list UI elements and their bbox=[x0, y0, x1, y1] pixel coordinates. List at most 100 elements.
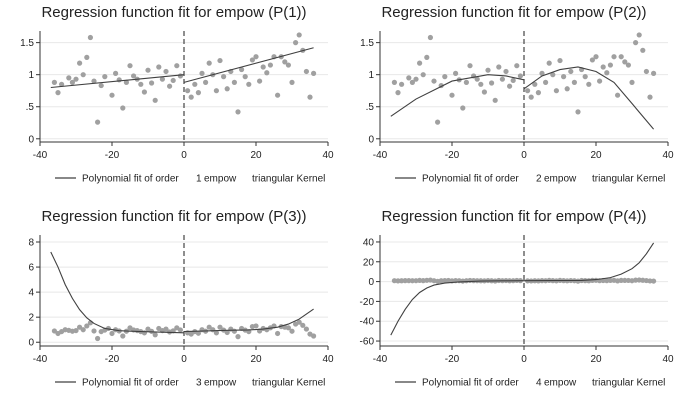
x-tick-label: 0 bbox=[521, 354, 527, 365]
y-tick-label: 0 bbox=[368, 134, 374, 145]
fit-line-right bbox=[183, 47, 314, 83]
data-point bbox=[264, 70, 270, 76]
y-tick-label: 40 bbox=[363, 237, 375, 248]
y-tick-label: -40 bbox=[360, 317, 375, 328]
legend-order-label: 2 bbox=[536, 174, 542, 185]
data-point bbox=[643, 68, 649, 75]
data-point bbox=[80, 327, 86, 333]
y-tick-label: 0 bbox=[368, 277, 374, 288]
y-tick-label: 0 bbox=[28, 338, 34, 349]
data-point bbox=[213, 88, 219, 94]
data-point bbox=[539, 70, 545, 76]
data-point bbox=[618, 277, 624, 283]
data-point bbox=[253, 54, 259, 60]
data-point bbox=[91, 328, 97, 334]
data-point bbox=[409, 79, 415, 85]
x-tick-label: 0 bbox=[521, 150, 527, 161]
data-point bbox=[109, 92, 115, 98]
data-point bbox=[478, 81, 484, 87]
data-point bbox=[113, 70, 119, 76]
x-tick-label: 40 bbox=[662, 150, 674, 161]
legend-fit-label: Polynomial fit of order bbox=[422, 174, 519, 185]
chart-panel-4: Regression function fit for empow (P(4))… bbox=[340, 204, 680, 408]
data-point bbox=[123, 79, 129, 85]
x-tick-label: -40 bbox=[33, 150, 48, 161]
data-point bbox=[300, 322, 306, 328]
chart-panel-3: Regression function fit for empow (P(3))… bbox=[0, 204, 340, 408]
data-point bbox=[188, 94, 194, 100]
data-point bbox=[499, 76, 505, 82]
data-point bbox=[395, 90, 401, 96]
data-point bbox=[260, 64, 266, 70]
data-point bbox=[427, 34, 433, 41]
x-tick-label: 40 bbox=[322, 150, 334, 161]
data-point bbox=[235, 334, 241, 340]
legend-fit-label: Polynomial fit of order bbox=[82, 378, 179, 389]
data-point bbox=[199, 70, 205, 76]
legend-variable-label: empow bbox=[544, 174, 577, 185]
chart-title: Regression function fit for empow (P(1)) bbox=[41, 4, 306, 21]
data-point bbox=[120, 105, 126, 111]
data-point bbox=[177, 327, 183, 333]
data-point bbox=[224, 329, 230, 336]
data-point bbox=[651, 278, 657, 284]
y-tick-label: 1.5 bbox=[20, 38, 34, 49]
data-point bbox=[141, 89, 147, 95]
data-point bbox=[557, 57, 563, 64]
data-point bbox=[59, 81, 65, 87]
data-point bbox=[640, 47, 646, 53]
data-point bbox=[647, 94, 653, 100]
x-tick-label: -20 bbox=[105, 354, 120, 365]
data-point bbox=[231, 328, 237, 334]
y-tick-label: .5 bbox=[26, 102, 35, 113]
data-point bbox=[177, 73, 183, 79]
data-point bbox=[615, 92, 621, 98]
data-point bbox=[138, 81, 144, 87]
data-point bbox=[417, 60, 423, 66]
data-point bbox=[235, 109, 241, 115]
data-point bbox=[73, 76, 79, 82]
data-point bbox=[267, 62, 273, 68]
data-point bbox=[307, 94, 313, 100]
fit-line-left bbox=[390, 280, 525, 336]
legend-order-label: 3 bbox=[196, 378, 202, 389]
data-point bbox=[535, 90, 541, 96]
data-point bbox=[474, 278, 480, 284]
data-point bbox=[163, 326, 169, 332]
data-point bbox=[622, 277, 628, 284]
fit-line-right bbox=[523, 66, 655, 130]
data-point bbox=[517, 73, 523, 79]
data-point bbox=[217, 324, 223, 330]
data-point bbox=[156, 64, 162, 70]
y-tick-label: 8 bbox=[28, 238, 34, 249]
x-tick-label: 0 bbox=[181, 354, 187, 365]
x-tick-label: -40 bbox=[33, 354, 48, 365]
data-point bbox=[589, 57, 595, 63]
data-point bbox=[424, 54, 430, 60]
legend-fit-label: Polynomial fit of order bbox=[82, 174, 179, 185]
data-point bbox=[413, 76, 419, 82]
x-tick-label: -20 bbox=[445, 354, 460, 365]
data-point bbox=[604, 70, 610, 76]
legend-kernel-label: triangular Kernel bbox=[252, 378, 325, 389]
data-point bbox=[159, 76, 165, 82]
data-point bbox=[91, 78, 97, 84]
data-point bbox=[460, 105, 466, 111]
data-point bbox=[257, 78, 263, 84]
legend-fit-label: Polynomial fit of order bbox=[422, 378, 519, 389]
data-point bbox=[87, 34, 93, 41]
y-tick-label: 0 bbox=[28, 134, 34, 145]
data-point bbox=[275, 92, 281, 98]
data-point bbox=[409, 278, 415, 284]
data-point bbox=[510, 77, 516, 84]
data-point bbox=[275, 330, 281, 337]
y-tick-label: 1.5 bbox=[360, 38, 374, 49]
data-point bbox=[246, 81, 252, 87]
legend-variable-label: empow bbox=[204, 378, 237, 389]
data-point bbox=[303, 326, 309, 332]
x-tick-label: 40 bbox=[322, 354, 334, 365]
data-point bbox=[170, 77, 176, 84]
data-point bbox=[564, 86, 570, 92]
x-tick-label: 20 bbox=[590, 150, 602, 161]
data-point bbox=[582, 74, 588, 80]
